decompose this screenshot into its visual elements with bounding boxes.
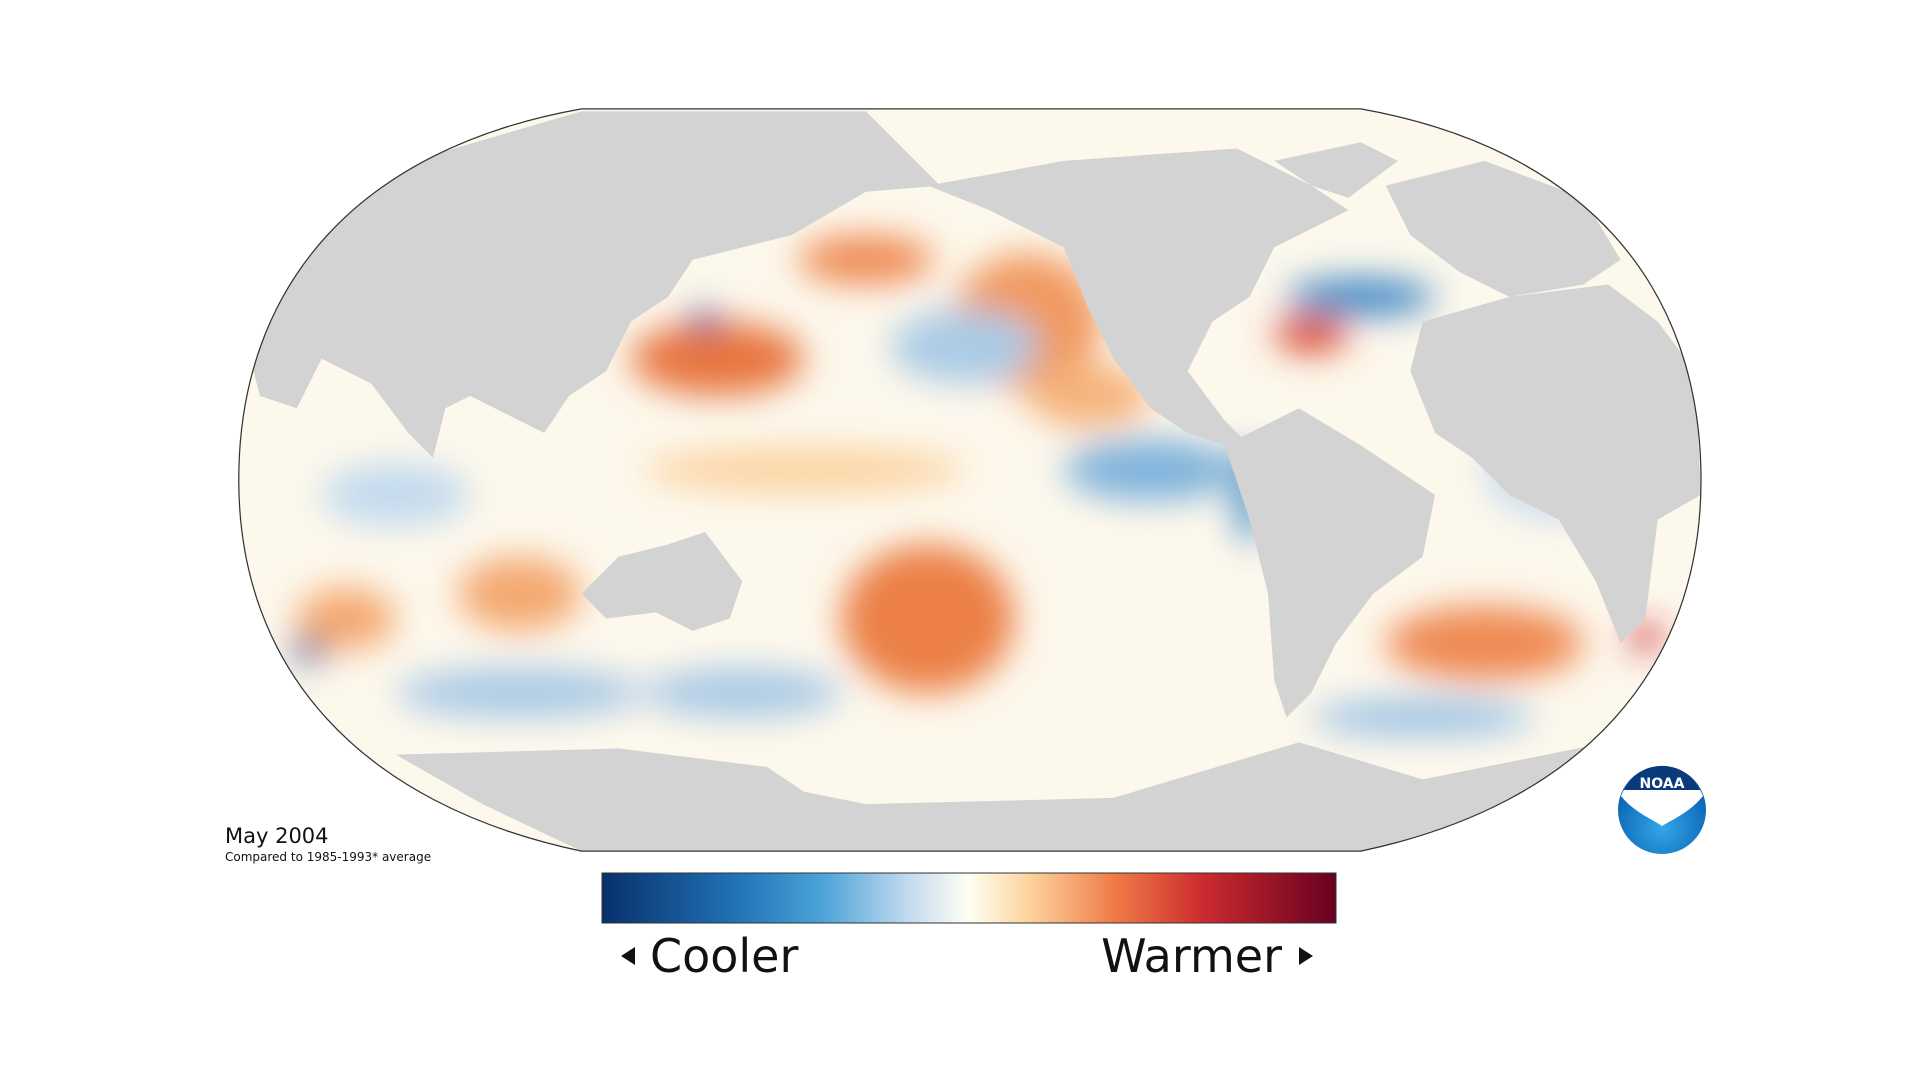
anomaly-field	[291, 235, 1663, 737]
land	[247, 111, 1702, 852]
legend-high-label: Warmer	[1101, 929, 1282, 983]
logo-top	[1624, 765, 1700, 790]
noaa-logo: NOAA	[1618, 765, 1706, 854]
cooler-arrow	[621, 947, 635, 965]
map-subtitle: Compared to 1985-1993* average	[225, 850, 431, 864]
warmer-arrow	[1299, 947, 1313, 965]
logo-text: NOAA	[1640, 776, 1685, 792]
colorbar	[601, 872, 1337, 924]
globe-outline	[238, 108, 1702, 852]
map-title: May 2004	[225, 824, 329, 848]
map	[238, 108, 1702, 852]
globe	[238, 108, 1702, 852]
legend-low-label: Cooler	[650, 929, 798, 983]
